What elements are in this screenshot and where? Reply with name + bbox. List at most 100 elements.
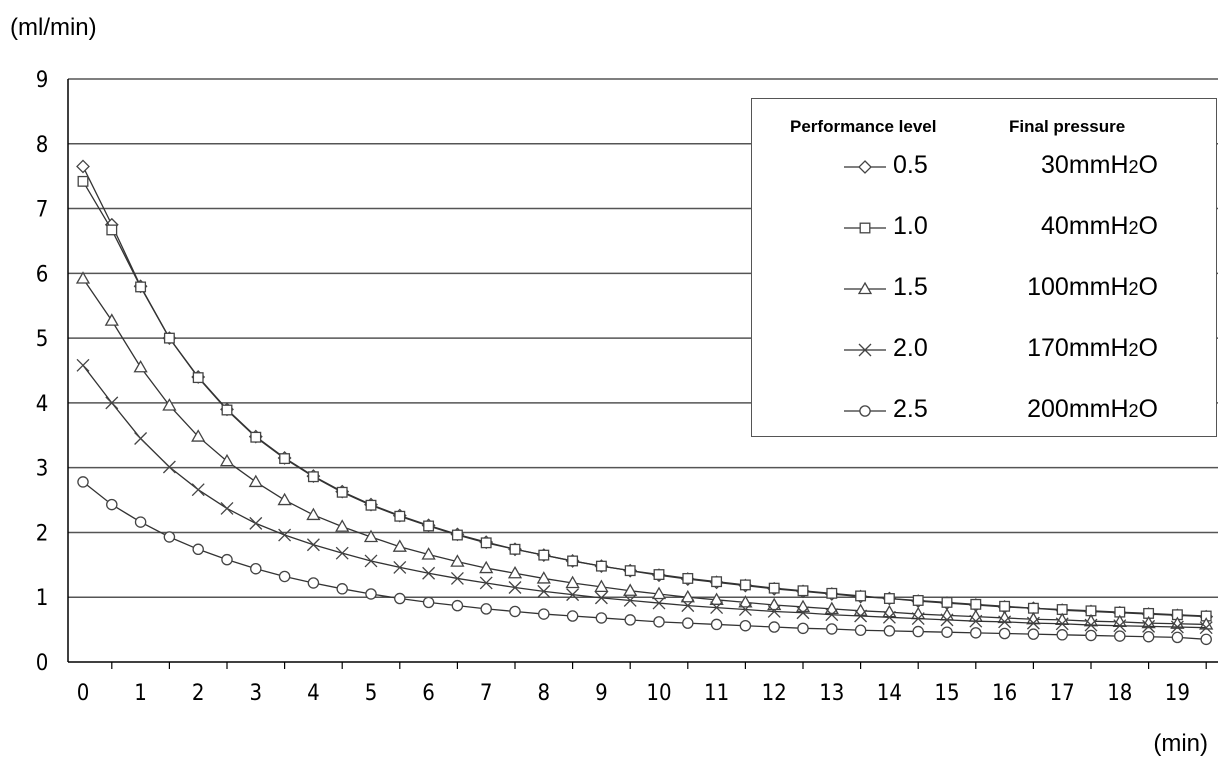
data-point (364, 554, 378, 568)
data-point (536, 571, 551, 584)
data-point (680, 589, 695, 603)
x-axis-label: (min) (1153, 730, 1208, 757)
x-tick-label: 0 (77, 681, 90, 706)
data-point (422, 596, 435, 609)
data-point (394, 592, 406, 605)
data-point (1027, 628, 1040, 640)
legend-pressure-label: 30mmH2O (1041, 151, 1158, 179)
legend-swatch (844, 405, 886, 417)
data-point (883, 593, 895, 604)
data-point (912, 595, 924, 606)
legend-header-level: Performance level (790, 117, 937, 136)
data-point (768, 621, 780, 633)
data-point (768, 582, 780, 594)
data-point (767, 605, 781, 618)
x-tick-label: 9 (595, 681, 608, 706)
data-point (595, 612, 608, 624)
data-point (77, 476, 89, 488)
data-point (1199, 617, 1214, 630)
data-point (250, 562, 262, 575)
y-tick-label: 1 (36, 586, 49, 611)
data-point (797, 622, 809, 635)
data-point (912, 625, 924, 638)
data-point (653, 569, 665, 581)
data-point (248, 474, 263, 488)
y-tick-label: 0 (36, 651, 49, 676)
y-tick-label: 9 (36, 68, 49, 93)
data-point (854, 624, 867, 637)
data-point (824, 601, 839, 615)
y-tick-label: 7 (36, 198, 49, 223)
data-point (106, 498, 118, 511)
data-point (392, 539, 407, 552)
data-point (738, 595, 753, 608)
series-2.5 (77, 476, 1212, 646)
data-point (393, 560, 407, 574)
data-point (998, 627, 1011, 640)
data-point (162, 460, 176, 474)
data-point (882, 610, 896, 624)
data-point (451, 599, 464, 612)
y-tick-label: 5 (36, 327, 49, 352)
legend-item: 1.0 40mmH2O (752, 208, 1216, 248)
data-point (134, 432, 148, 445)
data-point (1199, 621, 1213, 635)
data-point (1142, 619, 1156, 633)
data-point (739, 579, 751, 591)
x-tick-label: 16 (992, 681, 1017, 706)
series-1.0 (77, 175, 1212, 622)
data-point (538, 608, 550, 620)
data-point (854, 609, 868, 623)
data-point (796, 606, 810, 620)
data-point (1170, 620, 1184, 634)
data-point (133, 359, 148, 373)
x-tick-label: 8 (538, 681, 551, 706)
data-point (451, 529, 463, 541)
data-point (711, 576, 723, 588)
data-point (940, 613, 954, 627)
data-point (335, 546, 349, 560)
data-point (682, 617, 694, 629)
data-point (739, 619, 752, 632)
legend-level-label: 2.0 (893, 334, 928, 362)
data-point (192, 372, 204, 384)
data-point (76, 358, 90, 372)
data-point (421, 547, 436, 560)
data-point (77, 175, 89, 187)
data-point (911, 612, 925, 626)
series-2.0 (76, 358, 1213, 635)
x-tick-label: 10 (646, 681, 671, 706)
data-point (335, 519, 350, 532)
x-tick-label: 11 (704, 681, 729, 706)
data-point (336, 583, 348, 595)
series-layer (75, 159, 1214, 646)
data-point (1114, 630, 1126, 642)
data-point (363, 529, 379, 543)
data-point (509, 605, 521, 618)
x-tick-label: 7 (480, 681, 493, 706)
data-point (826, 623, 838, 635)
x-tick-label: 12 (762, 681, 787, 706)
data-point (969, 614, 983, 628)
data-point (507, 565, 523, 579)
data-point (567, 555, 579, 567)
legend-pressure-label: 170mmH2O (1027, 334, 1158, 362)
y-tick-label: 2 (36, 521, 49, 546)
legend-swatch (844, 343, 886, 357)
data-point (422, 566, 436, 580)
data-point (1141, 615, 1156, 629)
data-point (652, 596, 666, 610)
y-tick-label: 6 (36, 262, 49, 287)
data-point (479, 560, 494, 574)
data-point (220, 502, 234, 515)
data-point (365, 499, 377, 511)
x-tick-label: 17 (1050, 681, 1075, 706)
data-point (1084, 618, 1098, 632)
data-point (162, 398, 177, 411)
legend-marker (858, 160, 872, 174)
data-point (1142, 630, 1155, 643)
x-tick-label: 15 (934, 681, 959, 706)
legend-item: 0.5 30mmH2O (752, 147, 1216, 187)
series-line (82, 181, 1207, 617)
data-point (134, 516, 147, 528)
